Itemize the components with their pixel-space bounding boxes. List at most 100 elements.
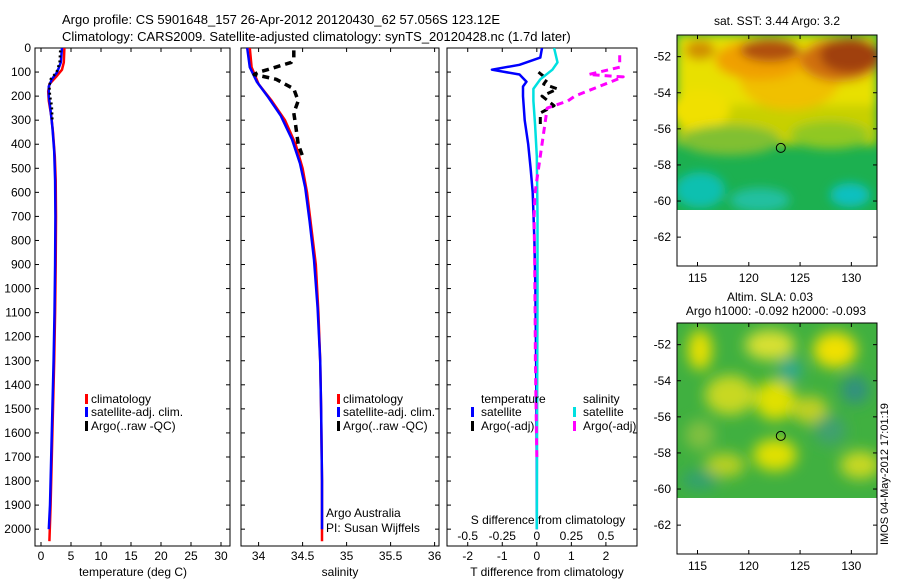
y-tick-label: 1600 bbox=[4, 426, 31, 440]
x-tick-label: 34 bbox=[252, 549, 266, 563]
salinity-ticks: 34 34.5 35 35.5 36 bbox=[241, 47, 442, 563]
legend-label-climatology: climatology bbox=[343, 392, 403, 406]
x-tick-label: 36 bbox=[428, 549, 442, 563]
float-position-marker bbox=[775, 430, 786, 441]
x-tick-label: 2 bbox=[603, 549, 610, 563]
lat-tick-label: -56 bbox=[654, 410, 672, 424]
lon-tick-label: 130 bbox=[841, 271, 861, 285]
s-tick-label: 0 bbox=[533, 529, 540, 543]
y-tick-label: 1500 bbox=[4, 402, 31, 416]
argo-australia-label: Argo Australia bbox=[326, 506, 401, 520]
legend-swatch-s-argo bbox=[573, 421, 576, 431]
legend-swatch-t-argo bbox=[471, 421, 474, 431]
legend-label-climatology: climatology bbox=[91, 392, 151, 406]
y-tick-label: 800 bbox=[11, 233, 31, 247]
x-tick-label: -2 bbox=[462, 549, 473, 563]
legend-swatch-t-satellite bbox=[471, 407, 474, 417]
lon-tick-label: 120 bbox=[739, 271, 759, 285]
legend-label-argo: Argo(..raw -QC) bbox=[91, 419, 176, 433]
lat-tick-label: -58 bbox=[654, 446, 672, 460]
temperature-axes bbox=[34, 47, 231, 547]
y-tick-label: 900 bbox=[11, 258, 31, 272]
x-tick-label: 0 bbox=[38, 549, 45, 563]
legend-swatch-satellite bbox=[337, 407, 340, 417]
y-tick-label: 0 bbox=[24, 41, 31, 55]
y-tick-label: 1200 bbox=[4, 330, 31, 344]
x-tick-label: 15 bbox=[124, 549, 138, 563]
lat-tick-label: -54 bbox=[654, 86, 672, 100]
series-line-satellite-adj-clim bbox=[245, 48, 324, 530]
legend-swatch-satellite bbox=[85, 407, 88, 417]
series-line-argo-adj bbox=[532, 55, 625, 458]
series-line-argo-raw-qc bbox=[252, 50, 305, 157]
salinity-series bbox=[245, 48, 324, 542]
y-tick-label: 2000 bbox=[4, 522, 31, 536]
legend-swatch-climatology bbox=[85, 394, 88, 404]
pi-label: PI: Susan Wijffels bbox=[326, 521, 420, 535]
y-tick-label: 1900 bbox=[4, 498, 31, 512]
sst-map-ticks: 115 120 125 130 -52 -54 -56 -58 -60 -62 bbox=[654, 35, 877, 285]
salinity-legend: climatology satellite-adj. clim. Argo(..… bbox=[337, 392, 435, 433]
legend-label-s-argo: Argo(-adj) bbox=[583, 419, 636, 433]
x-tick-label: 35.5 bbox=[379, 549, 403, 563]
y-tick-label: 300 bbox=[11, 113, 31, 127]
legend-title-temperature: temperature bbox=[481, 392, 546, 406]
sla-map: 115 120 125 130 -52 -54 -56 -58 -60 -62 Altim. SL… bbox=[654, 290, 878, 573]
legend-swatch-argo bbox=[85, 421, 88, 431]
imos-timestamp: IMOS 04-May-2012 17:01:19 bbox=[879, 403, 891, 545]
temperature-legend: climatology satellite-adj. clim. Argo(..… bbox=[85, 392, 183, 433]
lat-tick-label: -52 bbox=[654, 338, 672, 352]
lat-tick-label: -58 bbox=[654, 158, 672, 172]
difference-axes bbox=[446, 47, 638, 547]
sla-map-title-line1: Altim. SLA: 0.03 bbox=[727, 290, 813, 304]
legend-swatch-argo bbox=[337, 421, 340, 431]
lon-tick-label: 115 bbox=[688, 559, 707, 573]
lon-tick-label: 130 bbox=[841, 559, 861, 573]
difference-ticks: -2 -1 0 1 2 -0.5 -0.25 0 0.25 0.5 bbox=[447, 47, 637, 563]
series-line-argo-raw-qc bbox=[48, 50, 62, 121]
y-tick-label: 400 bbox=[11, 137, 31, 151]
lat-tick-label: -60 bbox=[654, 482, 672, 496]
y-tick-label: 100 bbox=[11, 65, 31, 79]
y-tick-label: 1100 bbox=[5, 306, 31, 320]
salinity-axes bbox=[240, 47, 440, 547]
depth-axis-ticks: 0 100 200 300 400 500 600 700 800 900 1000 1100 1200… bbox=[4, 41, 31, 536]
legend-label-t-argo: Argo(-adj) bbox=[481, 419, 534, 433]
y-tick-label: 1400 bbox=[4, 378, 31, 392]
x-tick-label: 0 bbox=[533, 549, 540, 563]
legend-swatch-climatology bbox=[337, 394, 340, 404]
y-tick-label: 1000 bbox=[4, 282, 31, 296]
legend-label-argo: Argo(..raw -QC) bbox=[343, 419, 428, 433]
x-tick-label: -1 bbox=[497, 549, 508, 563]
series-line-climatology bbox=[248, 48, 324, 542]
s-tick-label: -0.25 bbox=[489, 529, 517, 543]
chart-title-line2: Climatology: CARS2009. Satellite-adjuste… bbox=[62, 29, 571, 44]
lon-tick-label: 125 bbox=[790, 559, 810, 573]
series-line-argo-adj bbox=[537, 70, 559, 128]
x-tick-label: 20 bbox=[154, 549, 168, 563]
s-tick-label: -0.5 bbox=[457, 529, 478, 543]
lat-tick-label: -52 bbox=[654, 50, 672, 64]
chart-title-line1: Argo profile: CS 5901648_157 26-Apr-2012… bbox=[62, 12, 501, 27]
salinity-xlabel: salinity bbox=[322, 565, 359, 579]
x-tick-label: 35 bbox=[340, 549, 354, 563]
s-tick-label: 0.25 bbox=[560, 529, 584, 543]
lon-tick-label: 120 bbox=[739, 559, 759, 573]
difference-t-xlabel: T difference from climatology bbox=[470, 565, 624, 579]
difference-series bbox=[490, 48, 625, 530]
x-tick-label: 25 bbox=[184, 549, 198, 563]
temperature-series bbox=[46, 48, 66, 542]
legend-label-s-satellite: satellite bbox=[583, 405, 624, 419]
lat-tick-label: -56 bbox=[654, 122, 672, 136]
x-tick-label: 1 bbox=[568, 549, 575, 563]
series-line-satellite bbox=[532, 48, 559, 530]
x-tick-label: 30 bbox=[214, 549, 228, 563]
legend-label-t-satellite: satellite bbox=[481, 405, 522, 419]
sst-map: 115 120 125 130 -52 -54 -56 -58 -60 -62 sat. SST:… bbox=[654, 14, 878, 285]
sla-map-ticks: 115 120 125 130 -52 -54 -56 -58 -60 -62 bbox=[654, 323, 877, 573]
y-tick-label: 700 bbox=[11, 209, 31, 223]
legend-label-satellite: satellite-adj. clim. bbox=[343, 405, 435, 419]
legend-title-salinity: salinity bbox=[583, 392, 620, 406]
lat-tick-label: -62 bbox=[654, 518, 672, 532]
